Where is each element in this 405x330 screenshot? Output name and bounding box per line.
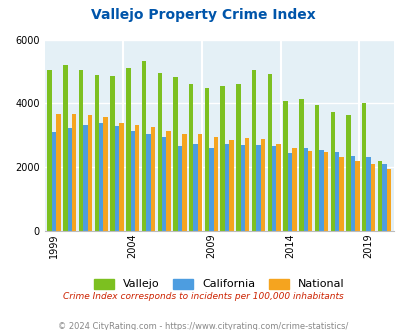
Bar [157,73,162,231]
Bar [240,145,245,231]
Bar [318,150,323,231]
Bar [146,134,150,231]
Bar [377,161,381,231]
Bar [182,134,186,231]
Bar [47,70,52,231]
Bar [213,137,217,231]
Text: Vallejo Property Crime Index: Vallejo Property Crime Index [90,8,315,22]
Bar [267,74,271,231]
Bar [166,131,171,231]
Bar [115,126,119,231]
Bar [126,68,130,231]
Bar [79,70,83,231]
Bar [236,84,240,231]
Bar [63,65,68,231]
Bar [260,140,264,231]
Bar [350,156,354,231]
Bar [87,115,92,231]
Bar [354,161,359,231]
Bar [204,88,209,231]
Text: Crime Index corresponds to incidents per 100,000 inhabitants: Crime Index corresponds to incidents per… [62,292,343,301]
Bar [110,76,115,231]
Bar [256,145,260,231]
Bar [209,148,213,231]
Bar [252,70,256,231]
Bar [173,77,177,231]
Bar [276,144,280,231]
Bar [193,144,197,231]
Bar [141,61,146,231]
Bar [334,152,339,231]
Text: © 2024 CityRating.com - https://www.cityrating.com/crime-statistics/: © 2024 CityRating.com - https://www.city… [58,322,347,330]
Bar [292,148,296,231]
Bar [189,84,193,231]
Bar [83,125,87,231]
Bar [381,164,386,231]
Bar [68,128,72,231]
Bar [245,139,249,231]
Bar [229,140,233,231]
Bar [224,144,229,231]
Bar [197,134,202,231]
Bar [220,86,224,231]
Bar [99,123,103,231]
Bar [177,146,182,231]
Bar [303,148,307,231]
Bar [314,105,318,231]
Bar [162,137,166,231]
Bar [271,147,276,231]
Bar [52,132,56,231]
Bar [339,157,343,231]
Bar [283,101,287,231]
Bar [386,169,390,231]
Bar [330,112,334,231]
Bar [366,157,370,231]
Bar [298,99,303,231]
Bar [287,153,292,231]
Bar [94,75,99,231]
Bar [361,103,366,231]
Bar [56,114,61,231]
Bar [307,151,311,231]
Bar [130,131,134,231]
Bar [72,114,76,231]
Bar [323,152,327,231]
Bar [345,115,350,231]
Bar [150,127,155,231]
Bar [370,164,374,231]
Bar [134,125,139,231]
Bar [103,117,108,231]
Legend: Vallejo, California, National: Vallejo, California, National [94,279,343,289]
Bar [119,122,123,231]
